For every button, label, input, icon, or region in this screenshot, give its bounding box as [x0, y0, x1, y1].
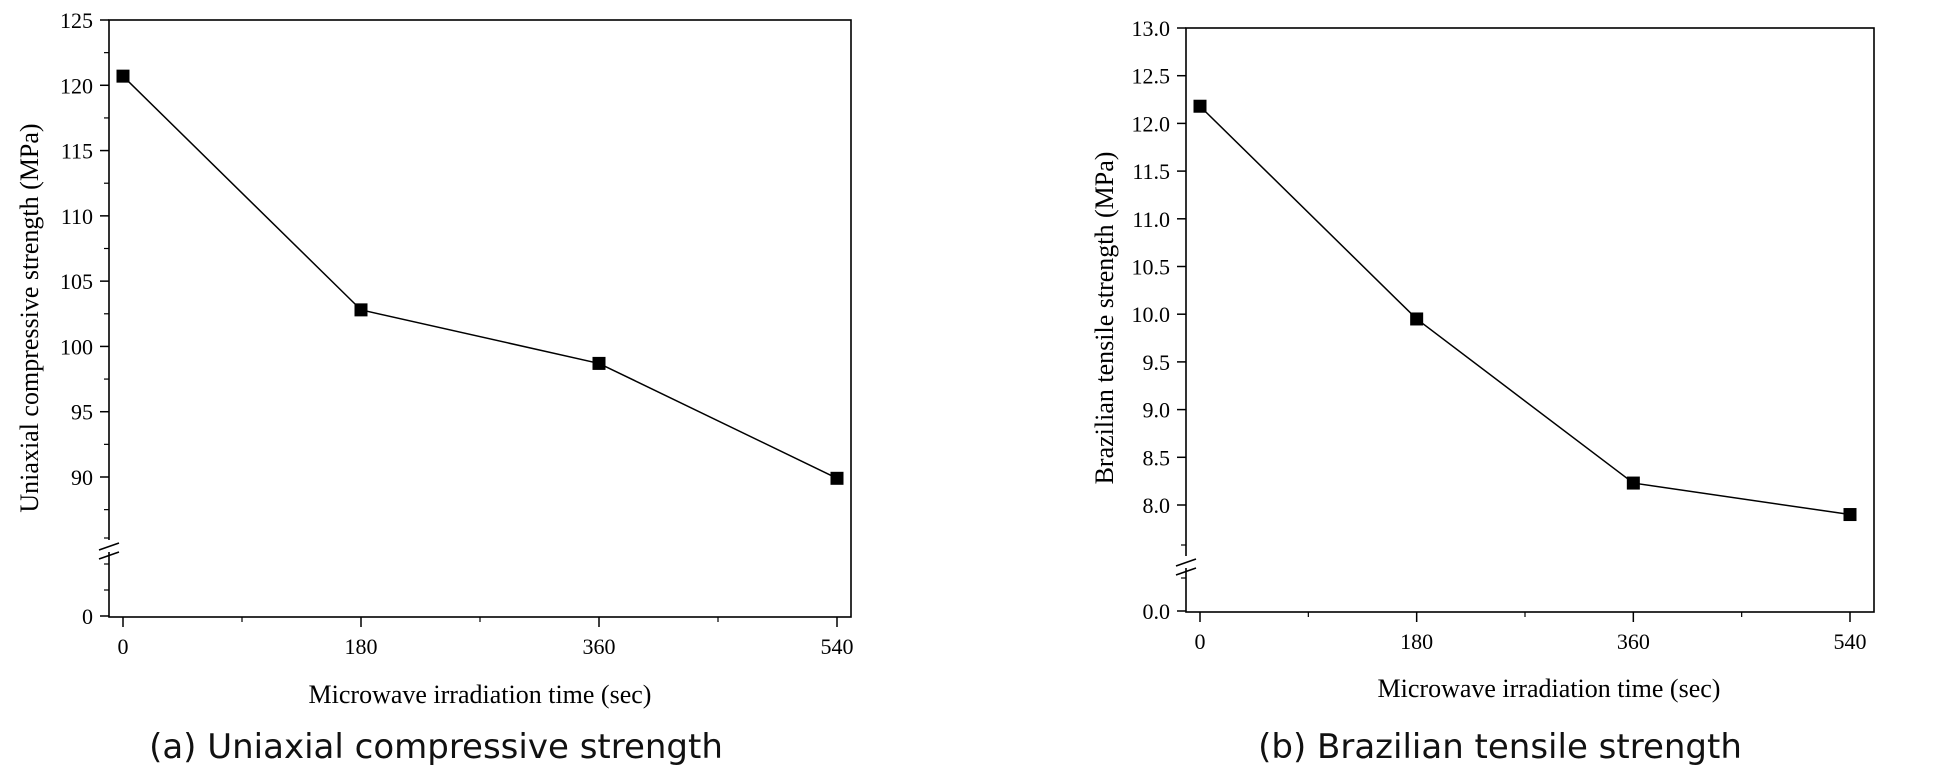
data-point-marker	[1193, 99, 1207, 113]
y-tick-label: 12.5	[1132, 64, 1171, 89]
x-axis-label-b: Microwave irradiation time (sec)	[1378, 674, 1721, 703]
x-tick-label: 0	[1195, 629, 1206, 654]
x-tick-label: 360	[1617, 629, 1650, 654]
caption-b: (b) Brazilian tensile strength	[1258, 727, 1742, 767]
y-tick-label: 95	[71, 400, 93, 425]
x-ticks-b: 0 180 360 540	[1195, 612, 1867, 654]
data-point-marker	[592, 356, 606, 370]
plot-frame-a	[108, 19, 852, 618]
y-tick-label: 11.5	[1132, 159, 1170, 184]
y-tick-label: 105	[60, 269, 93, 294]
x-tick-label: 0	[118, 634, 129, 659]
x-tick-label: 360	[583, 634, 616, 659]
axis-break-b	[1175, 556, 1197, 576]
y-tick-label: 110	[61, 204, 93, 229]
chart-panel-a: 125 120 115 110 105 100 95 90 0 0 180 360 540 Uniax…	[15, 8, 854, 767]
x-tick-label: 180	[1400, 629, 1433, 654]
y-tick-label-zero: 0	[82, 604, 93, 629]
data-point-marker	[1410, 312, 1424, 326]
x-axis-label-a: Microwave irradiation time (sec)	[309, 680, 652, 709]
y-tick-label: 90	[71, 465, 93, 490]
y-tick-label: 8.0	[1143, 493, 1171, 518]
y-tick-label-zero: 0.0	[1143, 599, 1171, 624]
y-tick-label: 9.5	[1143, 350, 1171, 375]
series-line-b	[1199, 105, 1851, 516]
y-tick-label: 12.0	[1132, 111, 1171, 136]
data-point-marker	[354, 303, 368, 317]
y-tick-label: 125	[60, 8, 93, 33]
series-line-a	[122, 75, 838, 479]
x-tick-label: 180	[345, 634, 378, 659]
y-tick-label: 10.0	[1132, 302, 1171, 327]
y-ticks-a: 125 120 115 110 105 100 95 90 0	[60, 8, 109, 629]
y-tick-label: 100	[60, 334, 93, 359]
y-ticks-b: 13.0 12.5 12.0 11.5 11.0 10.5 10.0 9.5 9.0 8.5 8.0…	[1132, 16, 1186, 624]
data-point-marker	[116, 69, 130, 83]
axis-break-a	[98, 540, 120, 560]
x-tick-label: 540	[821, 634, 854, 659]
y-tick-label: 9.0	[1143, 398, 1171, 423]
x-ticks-a: 0 180 360 540	[118, 617, 854, 659]
data-point-marker	[1626, 476, 1640, 490]
plot-frame-b	[1185, 27, 1875, 613]
y-tick-label: 8.5	[1143, 445, 1171, 470]
y-axis-label-a: Uniaxial compressive strength (MPa)	[15, 123, 44, 512]
y-axis-label-b: Brazilian tensile strength (MPa)	[1090, 152, 1119, 485]
y-tick-label: 115	[61, 139, 93, 164]
series-markers-a	[116, 69, 844, 485]
x-tick-label: 540	[1834, 629, 1867, 654]
y-tick-label: 10.5	[1132, 255, 1171, 280]
data-point-marker	[830, 471, 844, 485]
chart-panel-b: 13.0 12.5 12.0 11.5 11.0 10.5 10.0 9.5 9.0 8.5 8.0…	[1090, 16, 1875, 767]
series-markers-b	[1193, 99, 1857, 522]
data-point-marker	[1843, 508, 1857, 522]
y-tick-label: 120	[60, 73, 93, 98]
y-tick-label: 13.0	[1132, 16, 1171, 41]
y-tick-label: 11.0	[1132, 207, 1170, 232]
caption-a: (a) Uniaxial compressive strength	[149, 727, 723, 767]
